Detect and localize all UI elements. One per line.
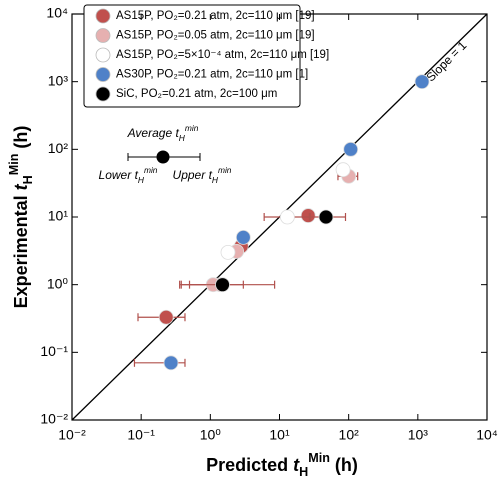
text-part: H (179, 133, 186, 143)
y-tick-label: 10¹ (48, 208, 69, 224)
text-part: t (293, 455, 300, 475)
text-part: H (138, 175, 145, 185)
text-part: min (144, 165, 158, 175)
key-point (156, 150, 170, 164)
legend-label: AS30P, PO₂=0.21 atm, 2c=110 μm [1] (116, 69, 308, 81)
text-part: Experimental (11, 190, 31, 308)
x-tick-label: 10² (339, 427, 360, 443)
legend-marker (95, 47, 111, 63)
y-tick-label: 10⁻¹ (40, 343, 68, 359)
legend-label: AS15P, PO₂=0.21 atm, 2c=110 μm [19] (116, 10, 315, 22)
point (279, 209, 295, 225)
point (158, 309, 174, 325)
point (414, 74, 430, 90)
point (335, 162, 351, 178)
y-tick-label: 10⁰ (47, 275, 69, 291)
text-part: (h) (11, 126, 31, 154)
text-part: Min (308, 451, 330, 465)
rich-text: Average tHmin (127, 123, 199, 143)
text-part: Upper (173, 168, 209, 182)
text-part: H (212, 175, 219, 185)
text-part: t (209, 168, 213, 182)
reference-label: Slope = 1 (423, 38, 469, 84)
y-tick-label: 10³ (48, 72, 69, 88)
legend-marker (95, 8, 111, 24)
text-part: t (175, 126, 179, 140)
y-tick-label: 10² (48, 140, 69, 156)
point (220, 244, 236, 260)
text-part: H (21, 175, 35, 184)
x-tick-label: 10¹ (269, 427, 290, 443)
legend-label: SiC, PO₂=0.21 atm, 2c=100 μm (116, 88, 277, 100)
text-part: min (185, 123, 199, 133)
point (318, 209, 334, 225)
legend-marker (95, 67, 111, 82)
text-part: t (135, 168, 139, 182)
x-tick-label: 10⁴ (476, 427, 498, 443)
text-part: Predicted (206, 455, 293, 475)
legend-label: AS15P, PO₂=0.05 atm, 2c=110 μm [19] (116, 30, 315, 42)
legend-marker (95, 28, 111, 43)
text-part: min (218, 165, 232, 175)
text-part: (h) (330, 455, 358, 475)
text-part: Lower (99, 168, 135, 182)
rich-text: Predicted tHMin (h) (206, 451, 358, 479)
text-part: Average (127, 126, 176, 140)
text-part: H (299, 465, 308, 479)
legend-label: AS15P, PO₂=5×10⁻⁴ atm, 2c=110 μm [19] (116, 49, 329, 61)
point (215, 277, 230, 293)
point (163, 355, 179, 371)
text-part: t (11, 183, 31, 190)
rich-text: Upper tHmin (173, 165, 232, 185)
text-part: Min (7, 154, 21, 176)
x-tick-label: 10⁻² (58, 427, 86, 443)
point (343, 141, 359, 157)
x-tick-label: 10⁰ (200, 427, 222, 443)
point (300, 208, 316, 223)
point (235, 229, 251, 245)
x-tick-label: 10³ (408, 427, 429, 443)
y-tick-label: 10⁻² (40, 411, 68, 427)
rich-text: Experimental tHMin (h) (7, 126, 35, 309)
legend-marker (95, 86, 111, 102)
y-tick-label: 10⁴ (46, 5, 68, 21)
x-tick-label: 10⁻¹ (127, 427, 155, 443)
legend-box (83, 4, 301, 108)
rich-text: Lower tHmin (99, 165, 158, 185)
